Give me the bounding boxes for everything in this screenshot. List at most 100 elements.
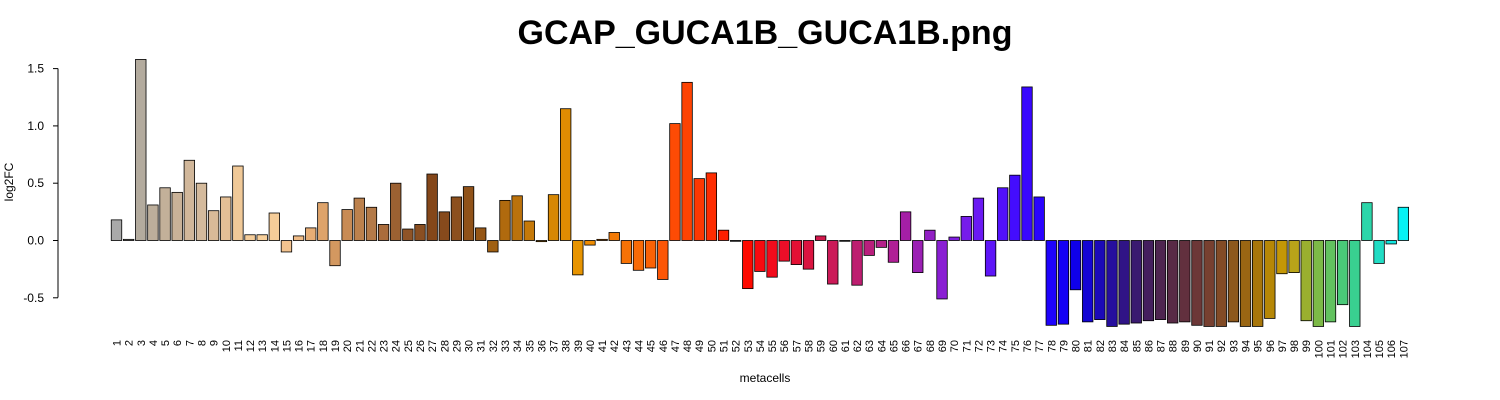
- x-tick-label-40: 40: [585, 340, 597, 352]
- bar-63: [863, 240, 875, 256]
- y-tick-label: 1.5: [27, 62, 44, 76]
- x-tick-label-68: 68: [925, 340, 937, 352]
- bar-80: [1069, 240, 1082, 291]
- x-tick-label-23: 23: [379, 340, 391, 352]
- bar-42: [608, 232, 620, 241]
- bar-25: [402, 228, 414, 241]
- x-tick-label-27: 27: [427, 340, 439, 352]
- bar-34: [511, 195, 523, 241]
- x-tick-label-95: 95: [1253, 340, 1265, 352]
- x-tick-label-5: 5: [160, 340, 172, 346]
- bar-50: [705, 172, 718, 241]
- x-tick-label-62: 62: [852, 340, 864, 352]
- x-tick-label-106: 106: [1386, 340, 1398, 358]
- bar-104: [1361, 202, 1373, 241]
- bar-76: [1021, 86, 1033, 241]
- bar-56: [778, 240, 790, 262]
- bar-103: [1349, 240, 1361, 327]
- bar-85: [1130, 240, 1142, 324]
- x-tick-label-69: 69: [937, 340, 949, 352]
- bar-64: [875, 240, 887, 248]
- bar-65: [887, 240, 900, 263]
- x-tick-label-98: 98: [1289, 340, 1301, 352]
- x-tick-label-73: 73: [986, 340, 998, 352]
- x-tick-label-7: 7: [184, 340, 196, 346]
- bar-52: [729, 240, 742, 242]
- x-tick-label-21: 21: [354, 340, 366, 352]
- bar-93: [1227, 240, 1240, 323]
- y-tick-label: 0.5: [27, 176, 44, 190]
- x-tick-label-1: 1: [112, 340, 124, 346]
- bar-74: [997, 187, 1009, 241]
- bar-7: [183, 159, 195, 241]
- x-tick-label-101: 101: [1326, 340, 1338, 358]
- x-tick-label-43: 43: [621, 340, 633, 352]
- x-tick-label-47: 47: [670, 340, 682, 352]
- x-tick-label-61: 61: [840, 340, 852, 352]
- x-tick-label-32: 32: [488, 340, 500, 352]
- x-tick-label-39: 39: [573, 340, 585, 352]
- x-tick-label-36: 36: [536, 340, 548, 352]
- bar-107: [1397, 206, 1409, 241]
- bar-14: [268, 212, 280, 241]
- x-tick-label-54: 54: [755, 340, 767, 352]
- x-tick-label-38: 38: [561, 340, 573, 352]
- bar-3: [135, 59, 147, 241]
- bar-67: [912, 240, 924, 273]
- x-axis-label: metacells: [740, 371, 791, 385]
- x-tick-label-12: 12: [245, 340, 257, 352]
- x-tick-label-46: 46: [658, 340, 670, 352]
- bar-41: [596, 238, 608, 241]
- bar-68: [924, 229, 936, 241]
- x-tick-label-26: 26: [415, 340, 427, 352]
- bar-20: [341, 209, 353, 241]
- x-tick-label-15: 15: [281, 340, 293, 352]
- bars-group: [110, 59, 1409, 327]
- x-tick-label-104: 104: [1362, 340, 1374, 358]
- bar-66: [899, 211, 912, 241]
- x-tick-label-35: 35: [524, 340, 536, 352]
- bar-4: [147, 204, 159, 241]
- bar-58: [802, 240, 815, 270]
- x-tick-label-99: 99: [1301, 340, 1313, 352]
- x-tick-label-70: 70: [949, 340, 961, 352]
- x-tick-label-75: 75: [1010, 340, 1022, 352]
- bar-75: [1009, 174, 1021, 241]
- chart-title: GCAP_GUCA1B_GUCA1B.png: [518, 14, 1013, 52]
- x-tick-label-28: 28: [439, 340, 451, 352]
- x-ticks-group: 1 2 3 4 5 6 7 8 9 10 11 12 13 14 15 16 17 18 19 20 21 22 23 24 2…: [112, 340, 1411, 358]
- x-tick-label-103: 103: [1350, 340, 1362, 358]
- bar-21: [353, 197, 365, 241]
- bar-6: [171, 191, 183, 241]
- bar-88: [1167, 240, 1179, 324]
- bar-87: [1154, 240, 1167, 320]
- bar-13: [256, 234, 268, 241]
- bar-16: [292, 235, 305, 241]
- bar-55: [766, 240, 778, 278]
- x-tick-label-72: 72: [973, 340, 985, 352]
- bar-78: [1045, 240, 1057, 326]
- bar-11: [232, 165, 244, 241]
- y-tick-label: 0.0: [27, 234, 44, 248]
- bar-27: [426, 173, 438, 241]
- x-tick-label-81: 81: [1083, 340, 1095, 352]
- x-tick-label-57: 57: [791, 340, 803, 352]
- bar-26: [414, 224, 426, 241]
- x-tick-label-63: 63: [864, 340, 876, 352]
- x-tick-label-49: 49: [694, 340, 706, 352]
- x-tick-label-11: 11: [233, 340, 245, 351]
- bar-99: [1300, 240, 1312, 322]
- x-tick-label-24: 24: [391, 340, 403, 352]
- x-tick-label-82: 82: [1095, 340, 1107, 352]
- x-tick-label-33: 33: [500, 340, 512, 352]
- bar-95: [1252, 240, 1264, 327]
- bar-46: [657, 240, 669, 280]
- bar-81: [1082, 240, 1094, 323]
- bar-45: [645, 240, 657, 269]
- bar-91: [1203, 240, 1215, 327]
- x-tick-label-93: 93: [1228, 340, 1240, 352]
- x-tick-label-53: 53: [743, 340, 755, 352]
- y-axis-label: log2FC: [2, 162, 16, 201]
- x-tick-label-6: 6: [172, 340, 184, 346]
- x-tick-label-60: 60: [828, 340, 840, 352]
